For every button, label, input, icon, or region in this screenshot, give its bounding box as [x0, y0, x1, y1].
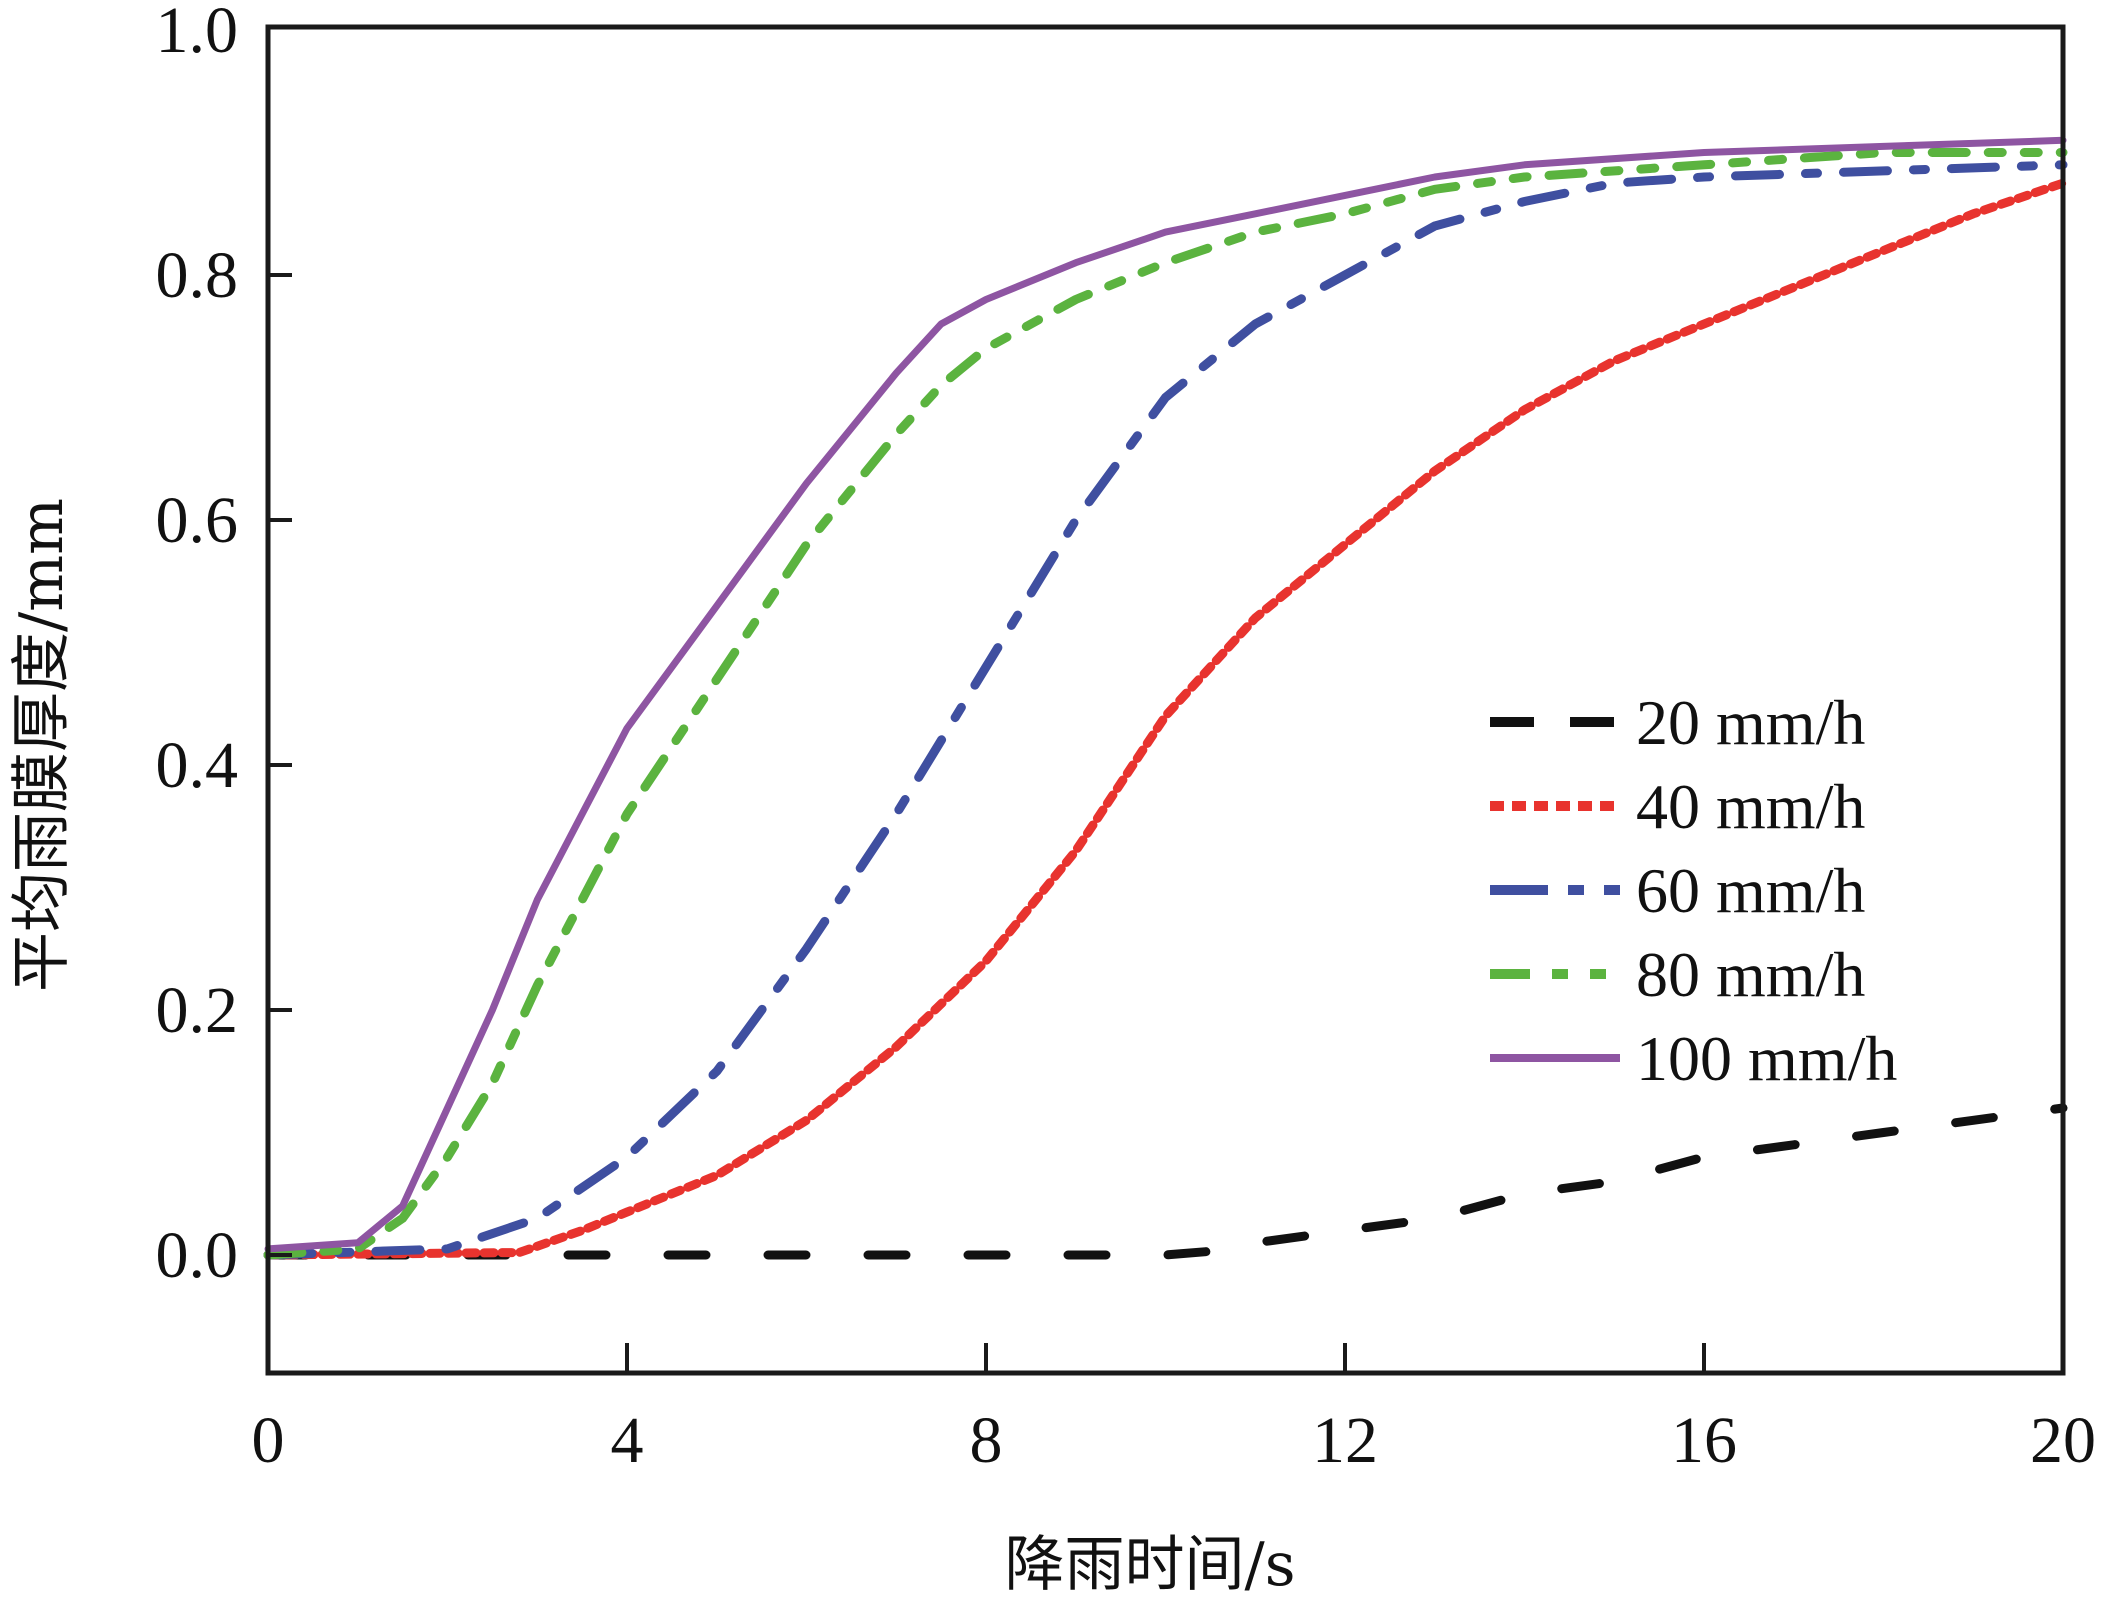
legend-item: 100 mm/h — [1490, 1023, 1897, 1094]
x-axis-title: 降雨时间/s — [1004, 1530, 1295, 1600]
series-layer — [263, 136, 2068, 1260]
y-tick-label: 0.4 — [156, 729, 239, 802]
series-line-100-mm-h — [264, 136, 2067, 1253]
x-tick-label: 4 — [611, 1404, 644, 1477]
x-tick-label: 16 — [1671, 1404, 1737, 1477]
legend-item: 20 mm/h — [1490, 687, 1865, 758]
series-line-80-mm-h — [263, 148, 2068, 1260]
legend-label: 80 mm/h — [1636, 939, 1865, 1010]
y-tick-label: 1.0 — [156, 0, 239, 67]
plot-frame — [265, 24, 2066, 1376]
y-axis-title: 平均雨膜厚度/mm — [7, 498, 77, 992]
legend-item: 40 mm/h — [1490, 771, 1865, 842]
ticks-layer: 0 4 8 12 16 20 0.0 0.2 0.4 0.6 0.8 1.0 — [156, 0, 2097, 1477]
legend-label: 20 mm/h — [1636, 687, 1865, 758]
x-tick-label: 0 — [252, 1404, 285, 1477]
series-line-40-mm-h — [263, 178, 2068, 1260]
y-tick-label: 0.2 — [156, 974, 239, 1047]
y-tick-label: 0.0 — [156, 1219, 239, 1292]
x-tick-label: 20 — [2030, 1404, 2096, 1477]
legend-label: 40 mm/h — [1636, 771, 1865, 842]
legend-label: 100 mm/h — [1636, 1023, 1897, 1094]
x-tick-label: 12 — [1312, 1404, 1378, 1477]
legend-item: 60 mm/h — [1490, 855, 1865, 926]
x-tick-label: 8 — [970, 1404, 1003, 1477]
y-tick-label: 0.6 — [156, 484, 239, 557]
legend-label: 60 mm/h — [1636, 855, 1865, 926]
legend-item: 80 mm/h — [1490, 939, 1865, 1010]
series-line-60-mm-h — [263, 160, 2068, 1260]
series-line-20-mm-h — [263, 1103, 2068, 1260]
y-tick-label: 0.8 — [156, 239, 239, 312]
legend: 20 mm/h 40 mm/h 60 mm/h 80 mm/h 100 mm/h — [1490, 687, 1897, 1094]
